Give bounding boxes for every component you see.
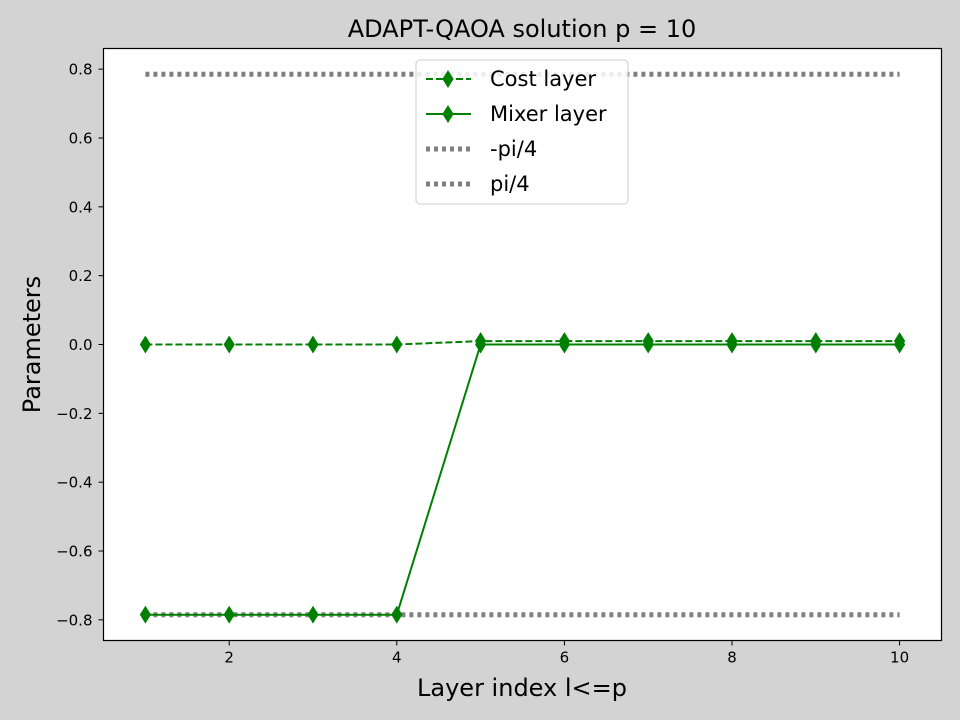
y-tick-label: −0.4 [56, 474, 92, 492]
data-point-mixer-layer [894, 335, 906, 354]
series-markers [139, 332, 906, 624]
data-point-cost-layer [307, 335, 319, 354]
legend-marker-cost-layer [442, 70, 454, 88]
data-point-mixer-layer [223, 605, 235, 624]
x-axis-label: Layer index l<=p [417, 674, 627, 702]
x-tick-label: 8 [727, 649, 737, 667]
x-tick-label: 2 [224, 649, 234, 667]
legend-label-mixer-layer: Mixer layer [490, 102, 607, 126]
data-point-cost-layer [223, 335, 235, 354]
data-point-mixer-layer [642, 335, 654, 354]
legend-box [415, 59, 629, 205]
x-tick-label: 6 [560, 649, 570, 667]
x-tick-label: 4 [392, 649, 402, 667]
legend: Cost layer Mixer layer -pi/4 pi/4 [415, 59, 629, 205]
axes: 2 4 6 8 10 −0.8 −0.6 −0.4 −0.2 0.0 0.2 0.4 0.6 0.8 [56, 47, 943, 667]
x-tick-label: 10 [890, 649, 909, 667]
series-line-cost-layer [145, 340, 900, 346]
y-axis-label: Parameters [18, 276, 46, 413]
y-tick-label: 0.8 [69, 61, 93, 79]
y-tick-label: 0.2 [69, 267, 93, 285]
data-point-mixer-layer [810, 335, 822, 354]
y-tick-label: 0.6 [69, 129, 93, 147]
data-point-mixer-layer [391, 605, 403, 624]
y-tick-label: −0.6 [56, 543, 92, 561]
y-tick-label: 0.0 [69, 336, 93, 354]
data-point-mixer-layer [726, 335, 738, 354]
data-point-mixer-layer [558, 335, 570, 354]
y-tick-label: −0.2 [56, 405, 92, 423]
data-point-mixer-layer [139, 605, 151, 624]
y-tick-label: 0.4 [69, 198, 93, 216]
series-lines [145, 340, 900, 616]
data-point-cost-layer [139, 335, 151, 354]
data-point-mixer-layer [307, 605, 319, 624]
series-line-mixer-layer [145, 343, 900, 616]
legend-marker-mixer-layer [442, 105, 454, 123]
data-point-cost-layer [391, 335, 403, 354]
legend-label-cost-layer: Cost layer [490, 67, 596, 91]
data-point-mixer-layer [475, 335, 487, 354]
legend-label-pi-4: -pi/4 [490, 137, 537, 161]
legend-label-pi-4: pi/4 [490, 172, 530, 196]
chart-title: ADAPT-QAOA solution p = 10 [348, 15, 697, 43]
y-tick-label: −0.8 [56, 611, 92, 629]
